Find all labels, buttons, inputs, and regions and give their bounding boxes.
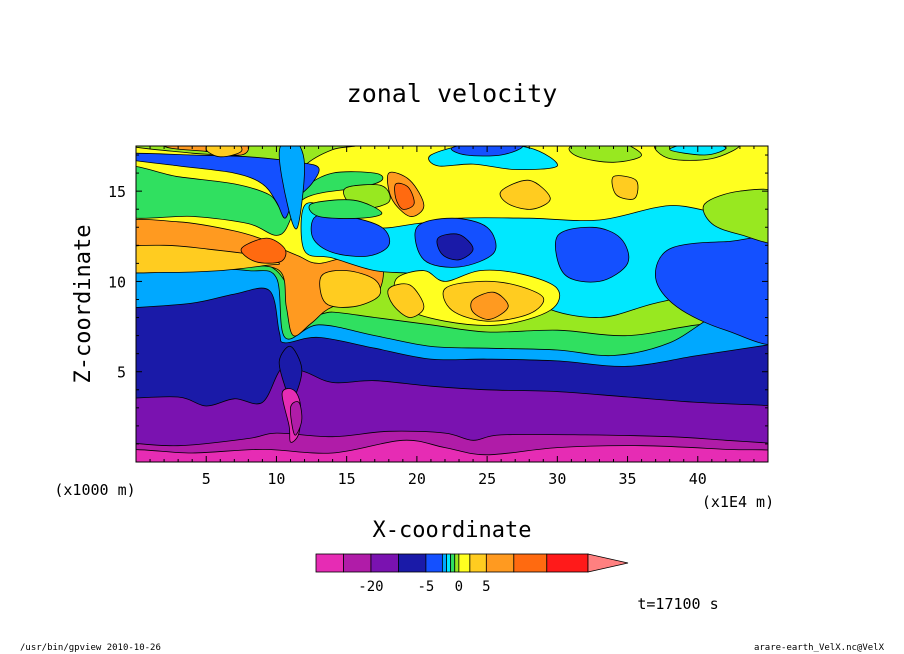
red-orange-core (240, 237, 287, 264)
x-tick-label-7: 40 (689, 470, 707, 488)
y-tick-label-1: 10 (108, 273, 126, 291)
colorbar-label-2: 0 (455, 579, 463, 595)
x-unit-label: (x1E4 m) (702, 493, 774, 511)
colorbar-label-3: 5 (482, 579, 490, 595)
dark-blue-core (436, 233, 474, 261)
colorbar-label-0: -20 (358, 579, 383, 595)
band-magenta (136, 439, 768, 462)
colorbar-segment-7 (450, 553, 456, 573)
x-axis: 5 10 15 20 25 30 35 40 (149, 146, 755, 488)
y-axis-label: Z-coordinate (71, 225, 96, 384)
upper-light-blue-filament (278, 146, 305, 230)
colorbar-segment-2 (370, 553, 399, 573)
x-tick-label-4: 25 (478, 470, 496, 488)
colorbar-segment-8 (454, 553, 460, 573)
right-green-cell (702, 188, 768, 244)
colorbar-labels: -20 -5 0 5 (358, 579, 490, 595)
upper-green (136, 166, 384, 236)
yellow-orange-cell-upper (499, 179, 551, 210)
magenta-plume-core (290, 401, 303, 436)
colorbar-segment-10 (469, 553, 487, 573)
colorbar-segment-12 (513, 553, 548, 573)
colorbar-segment-11 (485, 553, 515, 573)
x-axis-label: X-coordinate (373, 518, 532, 543)
upper-yellow-left (205, 146, 243, 158)
y-axis: 5 10 15 (108, 154, 768, 445)
colorbar-segment-9 (458, 553, 471, 573)
orange-small-cell (387, 283, 425, 318)
y-unit-label: (x1000 m) (54, 481, 135, 499)
orange-lower-core (470, 291, 509, 320)
upper-blue-left (136, 152, 320, 219)
chart-title: zonal velocity (347, 79, 558, 108)
colorbar-segment-0 (315, 553, 344, 573)
colorbar (315, 553, 629, 573)
x-tick-label-0: 5 (202, 470, 211, 488)
footer-left: /usr/bin/gpview 2010-10-26 (20, 643, 161, 653)
orange-upper-core (394, 182, 415, 210)
green-cell-upper-left (308, 199, 383, 219)
colorbar-segment-5 (441, 553, 447, 573)
colorbar-extend-arrow (587, 553, 629, 573)
x-tick-label-5: 30 (548, 470, 566, 488)
y-tick-label-0: 5 (117, 364, 126, 382)
y-tick-label-2: 15 (108, 183, 126, 201)
plot-frame (135, 145, 769, 463)
x-tick-label-2: 15 (338, 470, 356, 488)
yellow-cell-mid (319, 270, 382, 308)
colorbar-segment-3 (398, 553, 427, 573)
colorbar-label-1: -5 (417, 579, 434, 595)
x-tick-label-3: 20 (408, 470, 426, 488)
contour-field (136, 146, 768, 462)
right-blue-region (655, 236, 768, 345)
blue-cell-right (555, 226, 630, 283)
x-tick-label-6: 35 (619, 470, 637, 488)
colorbar-segment-4 (425, 553, 443, 573)
colorbar-segment-13 (546, 553, 589, 573)
yellow-orange-cell-right (611, 175, 639, 200)
orange-shelf-yellow-edge (136, 244, 280, 274)
top-green-pocket (568, 146, 642, 163)
time-label: t=17100 s (637, 595, 718, 613)
x-tick-label-1: 10 (267, 470, 285, 488)
colorbar-segment-6 (446, 553, 452, 573)
footer-right: arare-earth_VelX.nc@VelX (754, 643, 885, 653)
colorbar-segment-1 (343, 553, 372, 573)
